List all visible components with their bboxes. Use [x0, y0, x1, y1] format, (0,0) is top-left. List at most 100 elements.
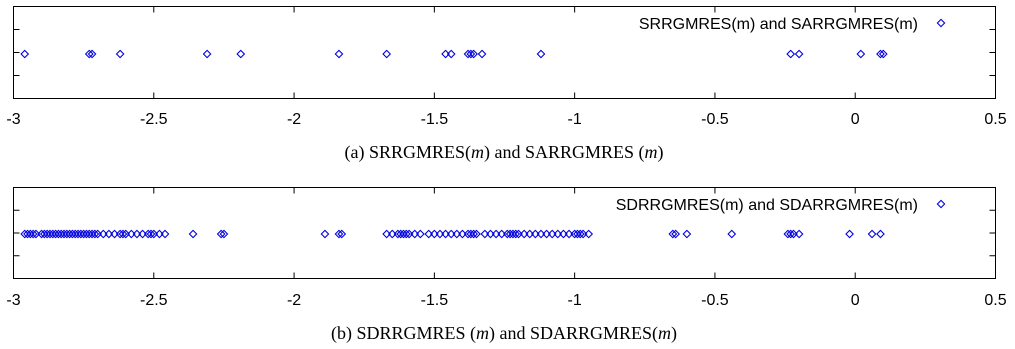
data-point — [59, 229, 69, 239]
data-point — [42, 229, 52, 239]
data-point — [115, 229, 125, 239]
data-points-a — [20, 49, 888, 59]
data-point — [401, 229, 411, 239]
data-point — [65, 229, 74, 239]
x-tick-labels-a: -3 -2.5 -2 -1.5 -1 -0.5 0 0.5 — [6, 111, 1006, 128]
x-tick-label: 0.5 — [984, 292, 1006, 309]
data-point — [132, 229, 142, 239]
legend-marker — [936, 199, 946, 209]
data-point — [334, 49, 344, 59]
data-point — [68, 229, 77, 239]
data-point — [54, 229, 63, 239]
data-point — [536, 49, 546, 59]
data-point — [93, 229, 103, 239]
x-tick-label: -0.5 — [701, 292, 729, 309]
data-point — [469, 49, 479, 59]
data-point — [671, 229, 681, 239]
data-point — [79, 229, 89, 239]
data-point — [441, 229, 450, 239]
data-point — [98, 229, 108, 239]
data-point — [446, 229, 456, 239]
data-point — [477, 49, 487, 59]
legend-marker-b — [936, 199, 946, 209]
data-point — [31, 229, 41, 239]
data-point — [463, 229, 473, 239]
data-point — [519, 229, 529, 239]
data-point — [415, 229, 425, 239]
data-point — [424, 229, 434, 239]
data-point — [463, 49, 473, 59]
data-point — [334, 229, 344, 239]
data-point — [452, 229, 462, 239]
data-point — [525, 229, 535, 239]
data-point — [536, 229, 546, 239]
data-point — [547, 229, 557, 239]
data-point — [508, 229, 518, 239]
data-point — [435, 229, 445, 239]
data-point — [573, 229, 582, 239]
data-point — [396, 229, 406, 239]
data-point — [786, 229, 796, 239]
data-point — [505, 229, 515, 239]
data-point — [542, 229, 551, 239]
data-point — [56, 229, 66, 239]
data-point — [216, 229, 226, 239]
data-point — [399, 229, 408, 239]
data-point — [104, 229, 114, 239]
x-tick-label: -3 — [6, 111, 20, 128]
data-point — [320, 229, 330, 239]
data-point — [82, 229, 91, 239]
data-point — [466, 49, 476, 59]
data-point — [138, 229, 147, 239]
data-point — [480, 229, 490, 239]
data-point — [382, 229, 392, 239]
data-point — [37, 229, 46, 239]
data-point — [84, 49, 94, 59]
data-point — [429, 229, 439, 239]
data-point — [876, 49, 885, 59]
data-point — [121, 229, 131, 239]
data-point — [20, 229, 30, 239]
panel-b: -3 -2.5 -2 -1.5 -1 -0.5 0 0.5 SDRRGMRES(m) and … — [6, 187, 1007, 344]
data-point — [511, 229, 521, 239]
data-point — [126, 229, 136, 239]
data-point — [118, 229, 128, 239]
data-point — [570, 229, 580, 239]
x-tick-label: -0.5 — [701, 111, 729, 128]
data-point — [23, 229, 32, 239]
data-point — [62, 229, 72, 239]
data-point — [559, 229, 568, 239]
data-point — [682, 229, 692, 239]
data-points-b — [20, 229, 885, 239]
data-point — [530, 229, 540, 239]
legend-label-b: SDRRGMRES(m) and SDARRGMRES(m) — [616, 197, 918, 214]
data-point — [87, 49, 97, 59]
data-point — [564, 229, 574, 239]
data-point — [514, 229, 523, 239]
data-point — [794, 229, 804, 239]
data-point — [51, 229, 60, 239]
data-point — [458, 229, 467, 239]
x-tick-label: -2.5 — [140, 111, 168, 128]
data-point — [382, 49, 392, 59]
data-point — [87, 229, 97, 239]
data-point — [783, 229, 793, 239]
data-point — [188, 229, 198, 239]
data-point — [845, 229, 854, 239]
legend-marker — [936, 18, 946, 28]
data-point — [578, 229, 588, 239]
data-point — [575, 229, 585, 239]
x-tick-label: 0 — [851, 111, 860, 128]
x-ticks-a — [13, 6, 996, 99]
data-point — [155, 229, 164, 239]
x-tick-label: -2 — [287, 111, 301, 128]
data-point — [160, 229, 170, 239]
data-point — [149, 229, 159, 239]
data-point — [486, 229, 495, 239]
x-tick-label: 0 — [851, 292, 860, 309]
data-point — [410, 229, 420, 239]
data-point — [73, 229, 83, 239]
data-point — [28, 229, 38, 239]
data-point — [387, 229, 397, 239]
